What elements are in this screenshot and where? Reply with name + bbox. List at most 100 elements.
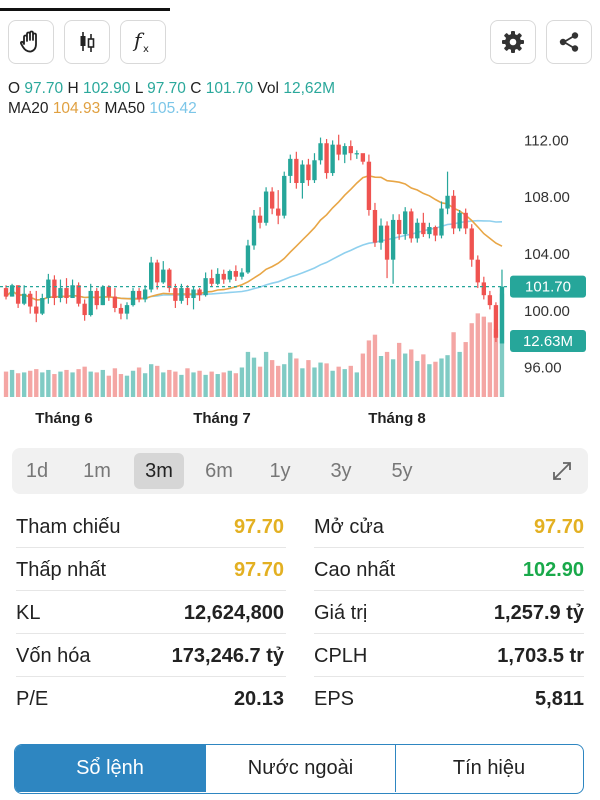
volume-bar	[112, 368, 118, 397]
tab-foreign[interactable]: Nước ngoài	[205, 745, 395, 792]
function-icon: f x	[132, 28, 149, 55]
ma-line: MA20 104.93 MA50 105.42	[8, 99, 335, 119]
low-value: 97.70	[147, 80, 186, 97]
volume-bar	[439, 358, 444, 397]
candle-body	[245, 245, 251, 273]
candle-body	[475, 259, 480, 283]
volume-bar	[324, 363, 329, 397]
candle-body	[263, 191, 269, 223]
row-divider	[16, 633, 286, 634]
row-divider	[314, 676, 584, 677]
volume-bar	[390, 359, 396, 397]
stat-label: Giá trị	[314, 602, 368, 624]
volume-bar	[499, 293, 505, 397]
stat-value: 1,703.5 tr	[497, 645, 584, 667]
indicators-button[interactable]: f x	[120, 20, 166, 64]
candle-body	[427, 227, 432, 235]
candlestick-icon	[80, 32, 95, 52]
range-1d[interactable]: 1d	[25, 460, 49, 482]
volume-badge	[510, 330, 586, 352]
high-label: H	[67, 80, 79, 97]
gear-icon	[502, 31, 524, 53]
x-tick-label: Tháng 6	[35, 410, 93, 427]
range-1y[interactable]: 1y	[269, 460, 291, 482]
candle-body	[64, 288, 69, 299]
volume-bar	[306, 360, 311, 397]
candle-body	[28, 293, 33, 307]
candle-body	[209, 278, 214, 284]
volume-bar	[118, 374, 124, 397]
candle-body	[130, 290, 136, 306]
range-3y[interactable]: 3y	[330, 460, 352, 482]
volume-bar	[475, 313, 480, 397]
x-tick-label: Tháng 8	[368, 410, 426, 427]
range-6m[interactable]: 6m	[205, 460, 233, 482]
share-button[interactable]	[546, 20, 592, 64]
chart-type-button[interactable]	[64, 20, 110, 64]
volume-bar	[9, 369, 15, 397]
candle-body	[46, 279, 51, 299]
volume-bar	[124, 375, 130, 397]
hand-tool-button[interactable]	[8, 20, 54, 64]
volume-bar	[82, 366, 87, 397]
volume-bar	[384, 351, 390, 397]
candle-body	[52, 279, 57, 299]
y-tick-label: 108.00	[524, 189, 570, 206]
stats-row: Vốn hóa 173,246.7 tỷ CPLH 1,703.5 tr	[16, 635, 588, 677]
volume-bar	[197, 370, 202, 397]
candle-body	[9, 285, 15, 297]
settings-button[interactable]	[490, 20, 536, 64]
candle-body	[415, 222, 420, 239]
expand-icon[interactable]	[550, 459, 574, 483]
volume-bar	[136, 367, 142, 397]
volume-bar	[173, 371, 178, 397]
candle-body	[445, 195, 450, 209]
volume-bar	[318, 362, 323, 397]
candle-body	[94, 290, 99, 306]
y-tick-label: 96.00	[524, 360, 562, 377]
range-3m[interactable]: 3m	[134, 453, 184, 489]
time-range-selector: 1d 1m 3m 6m 1y 3y 5y	[12, 448, 588, 494]
candle-body	[88, 290, 93, 316]
hand-icon	[19, 30, 37, 53]
volume-bar	[481, 316, 487, 397]
candle-body	[112, 296, 118, 308]
candle-body	[324, 143, 329, 174]
candle-body	[288, 158, 293, 176]
volume-bar	[366, 340, 372, 397]
candle-body	[433, 227, 438, 236]
candle-body	[354, 153, 359, 155]
detail-tabs: Sổ lệnh Nước ngoài Tín hiệu	[14, 744, 584, 794]
candle-body	[463, 212, 468, 229]
volume-bar	[288, 352, 293, 397]
close-value: 101.70	[205, 80, 254, 97]
tab-order-book[interactable]: Sổ lệnh	[15, 745, 205, 792]
volume-value: 12,62M	[283, 80, 336, 97]
volume-bar	[457, 351, 462, 397]
volume-bar	[463, 342, 468, 397]
candle-body	[251, 215, 257, 246]
volume-bar	[191, 372, 196, 397]
tab-signals[interactable]: Tín hiệu	[395, 745, 582, 792]
volume-bar	[70, 372, 75, 397]
row-divider	[314, 590, 584, 591]
candle-body	[197, 289, 202, 296]
volume-bar	[493, 328, 499, 397]
volume-bar	[263, 351, 269, 397]
candle-body	[58, 288, 63, 299]
volume-bar	[276, 365, 281, 397]
range-1m[interactable]: 1m	[83, 460, 111, 482]
stat-value: 1,257.9 tỷ	[493, 602, 584, 624]
volume-bar	[40, 372, 45, 397]
price-chart[interactable]: 112.00 108.00 104.00 100.00 96.00 101.70 12.63…	[0, 110, 600, 440]
volume-bar	[3, 371, 9, 397]
range-5y[interactable]: 5y	[391, 460, 413, 482]
candle-body	[179, 288, 184, 301]
volume-bar	[64, 369, 69, 397]
candle-body	[76, 285, 81, 304]
high-value: 102.90	[83, 80, 131, 97]
volume-bar	[403, 353, 408, 397]
volume-bar	[469, 323, 474, 397]
stat-value: 5,811	[535, 688, 584, 710]
stat-value: 20.13	[233, 688, 284, 710]
